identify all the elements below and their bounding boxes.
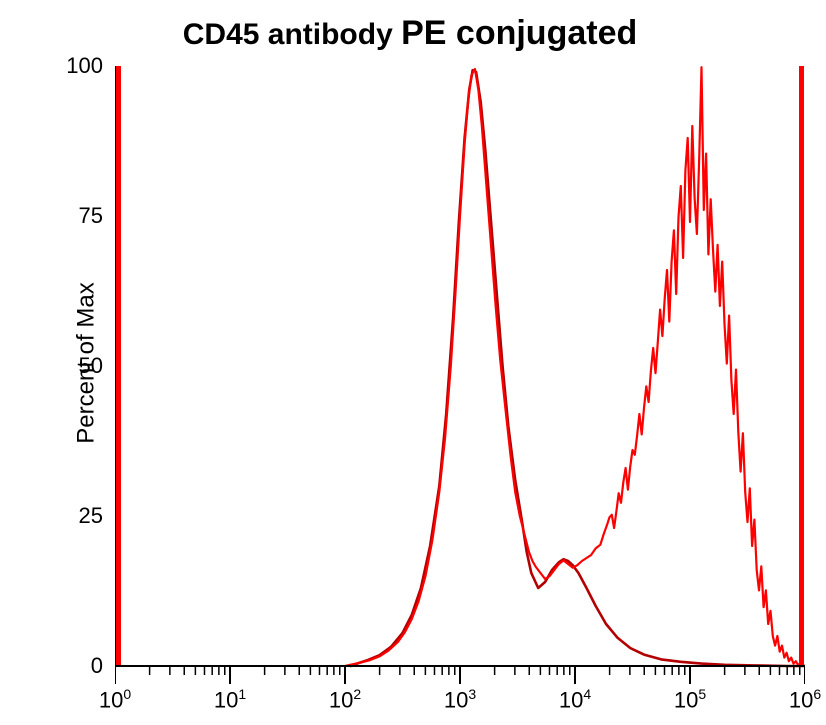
histogram-plot <box>115 66 805 696</box>
y-tick-label: 100 <box>53 53 103 79</box>
x-tick-label: 106 <box>789 686 821 713</box>
x-tick-label: 104 <box>559 686 591 713</box>
chart-title: CD45 antibody PE conjugated <box>0 14 820 53</box>
y-tick-label: 75 <box>53 203 103 229</box>
x-tick-label: 101 <box>214 686 246 713</box>
y-tick-label: 25 <box>53 503 103 529</box>
title-part-1: CD45 antibody <box>183 18 401 51</box>
y-tick-label: 0 <box>53 653 103 679</box>
x-tick-label: 102 <box>329 686 361 713</box>
x-tick-label: 105 <box>674 686 706 713</box>
title-part-2: PE conjugated <box>401 14 637 52</box>
y-tick-label: 50 <box>53 353 103 379</box>
x-tick-label: 103 <box>444 686 476 713</box>
x-tick-label: 100 <box>99 686 131 713</box>
